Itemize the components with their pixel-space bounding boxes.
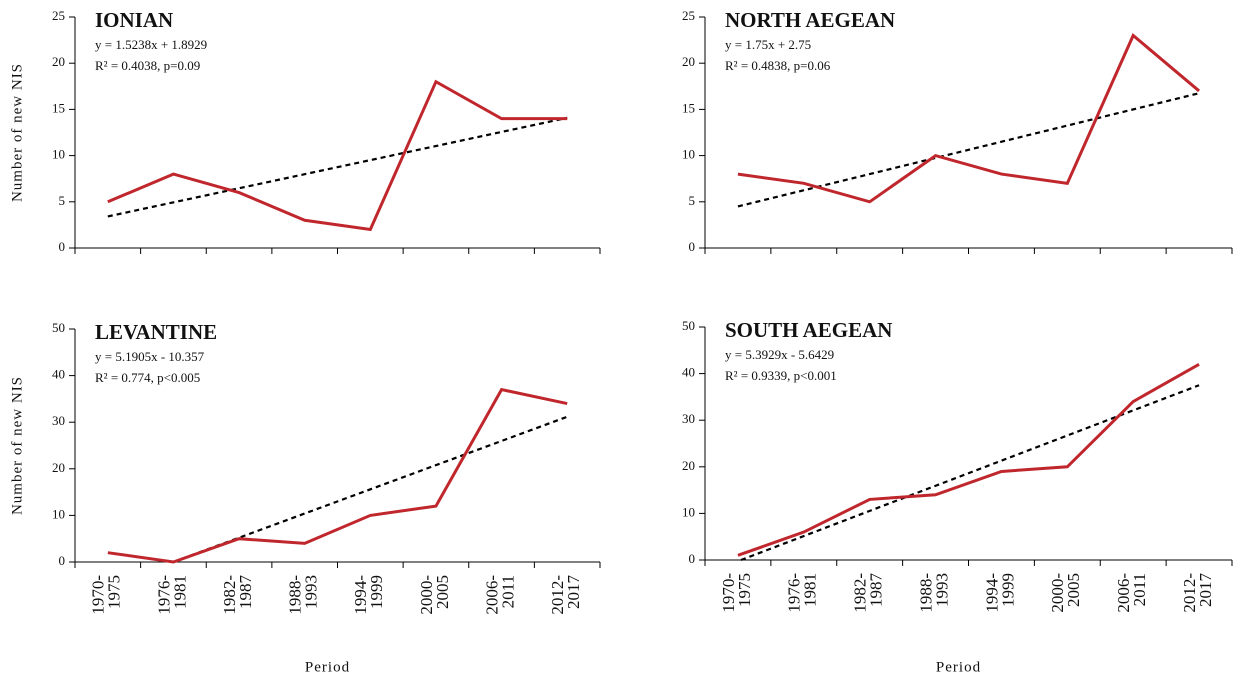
equation: y = 5.3929x - 5.6429 xyxy=(725,347,834,362)
chart-title: NORTH AEGEAN xyxy=(725,8,895,32)
x-tick-label: 1970- xyxy=(89,575,108,615)
y-axis-label: Number of new NIS xyxy=(9,376,25,515)
x-axis-label: Period xyxy=(305,659,350,675)
y-tick-label: 5 xyxy=(59,193,66,208)
chart-title: SOUTH AEGEAN xyxy=(725,318,892,342)
data-line xyxy=(107,387,568,564)
x-tick-label: 2017 xyxy=(564,575,583,610)
data-line xyxy=(737,33,1201,204)
stats: R² = 0.9339, p<0.001 xyxy=(725,368,837,383)
x-tick-label: 2017 xyxy=(1196,573,1215,608)
trend-line xyxy=(107,116,568,218)
x-tick-label: 2006- xyxy=(482,575,501,615)
x-tick-label: 1970- xyxy=(719,573,738,613)
x-tick-label: 2012- xyxy=(548,575,567,615)
y-tick-label: 40 xyxy=(682,365,695,380)
x-tick-label: 1988- xyxy=(286,575,305,615)
x-tick-label: 2011 xyxy=(1130,573,1149,606)
x-tick-label: 2006- xyxy=(1114,573,1133,613)
y-tick-label: 10 xyxy=(52,147,65,162)
x-tick-label: 1999 xyxy=(367,575,386,609)
x-tick-label: 1999 xyxy=(998,573,1017,607)
chart-title: IONIAN xyxy=(95,8,173,32)
equation: y = 1.5238x + 1.8929 xyxy=(95,37,207,52)
stats: R² = 0.4838, p=0.06 xyxy=(725,58,831,73)
trend-line xyxy=(737,92,1200,208)
y-tick-label: 0 xyxy=(689,239,696,254)
y-tick-label: 15 xyxy=(682,100,695,115)
x-tick-label: 1981 xyxy=(170,575,189,609)
data-line xyxy=(107,79,568,232)
y-tick-label: 20 xyxy=(682,458,695,473)
y-tick-label: 0 xyxy=(59,239,66,254)
x-tick-label: 2012- xyxy=(1180,573,1199,613)
equation: y = 5.1905x - 10.357 xyxy=(95,349,205,364)
x-tick-label: 2005 xyxy=(1064,573,1083,607)
y-tick-label: 15 xyxy=(52,100,65,115)
x-tick-label: 1976- xyxy=(785,573,804,613)
data-line xyxy=(737,362,1200,557)
y-tick-label: 10 xyxy=(52,506,65,521)
x-tick-label: 1975 xyxy=(105,575,124,609)
stats: R² = 0.4038, p=0.09 xyxy=(95,58,200,73)
trend-line xyxy=(172,415,568,564)
x-tick-label: 1982- xyxy=(851,573,870,613)
equation: y = 1.75x + 2.75 xyxy=(725,37,811,52)
y-tick-label: 0 xyxy=(689,551,696,566)
y-tick-label: 25 xyxy=(682,8,695,23)
x-tick-label: 1994- xyxy=(982,573,1001,613)
x-tick-label: 1982- xyxy=(220,575,239,615)
y-tick-label: 30 xyxy=(682,411,695,426)
y-tick-label: 20 xyxy=(52,54,65,69)
x-tick-label: 1987 xyxy=(236,575,255,610)
y-tick-label: 10 xyxy=(682,147,695,162)
chart-title: LEVANTINE xyxy=(95,320,217,344)
x-tick-label: 1981 xyxy=(801,573,820,607)
y-tick-label: 5 xyxy=(689,193,696,208)
y-tick-label: 40 xyxy=(52,367,65,382)
y-tick-label: 20 xyxy=(682,54,695,69)
x-tick-label: 1987 xyxy=(867,573,886,608)
x-tick-label: 2011 xyxy=(498,575,517,608)
x-tick-label: 1993 xyxy=(932,573,951,607)
x-tick-label: 2005 xyxy=(433,575,452,609)
x-axis-label: Period xyxy=(936,659,981,675)
y-tick-label: 50 xyxy=(682,318,695,333)
trend-line xyxy=(740,384,1200,562)
y-tick-label: 30 xyxy=(52,413,65,428)
y-axis-label: Number of new NIS xyxy=(9,63,25,202)
x-tick-label: 1988- xyxy=(916,573,935,613)
stats: R² = 0.774, p<0.005 xyxy=(95,370,200,385)
y-tick-label: 0 xyxy=(59,553,66,568)
y-tick-label: 25 xyxy=(52,8,65,23)
x-tick-label: 1994- xyxy=(351,575,370,615)
y-tick-label: 10 xyxy=(682,504,695,519)
y-tick-label: 50 xyxy=(52,320,65,335)
x-tick-label: 1976- xyxy=(154,575,173,615)
x-tick-label: 1975 xyxy=(735,573,754,607)
y-tick-label: 20 xyxy=(52,460,65,475)
x-tick-label: 1993 xyxy=(302,575,321,609)
x-tick-label: 2000- xyxy=(417,575,436,615)
x-tick-label: 2000- xyxy=(1048,573,1067,613)
